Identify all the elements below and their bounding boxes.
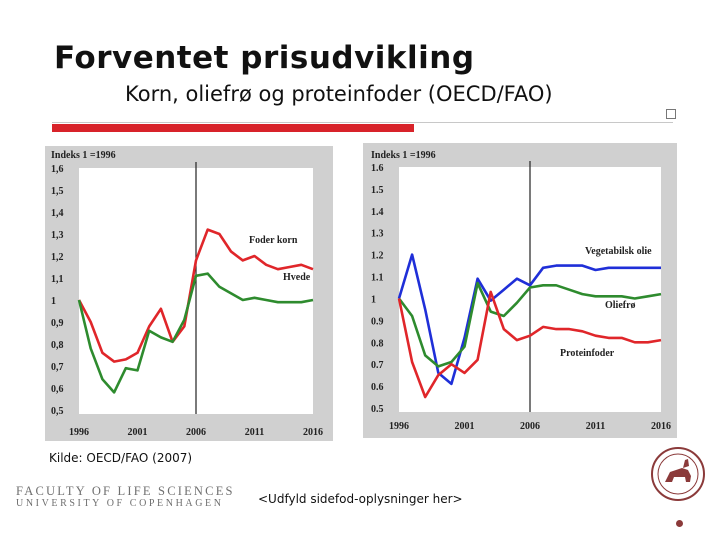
y-tick-label: 0,6	[51, 384, 64, 395]
y-tick-label: 1.4	[371, 207, 384, 218]
chart-right-svg: Indeks 1 =1996 1.6 1.5 1.4 1.3 1.2 1.1 1 0.9 0.8 0…	[363, 143, 677, 438]
y-tick-label: 1.5	[371, 185, 384, 196]
y-tick-label: 1,1	[51, 274, 64, 285]
y-tick-label: 0,8	[51, 340, 64, 351]
x-tick-label: 2016	[303, 427, 323, 438]
y-tick-label: 1,3	[51, 230, 64, 241]
faculty-wordmark: FACULTY OF LIFE SCIENCES UNIVERSITY OF C…	[16, 484, 235, 510]
series-line	[77, 228, 314, 363]
index-label: Indeks 1 =1996	[51, 150, 116, 161]
index-label: Indeks 1 =1996	[371, 150, 436, 161]
series-line	[397, 253, 661, 386]
series-label: Hvede	[283, 272, 311, 283]
y-tick-label: 1.3	[371, 229, 384, 240]
series-label: Vegetabilsk olie	[585, 246, 652, 257]
chart-left: Indeks 1 =1996 1,6 1,5 1,4 1,3 1,2 1,1 1 0,9 0,8 0…	[45, 146, 333, 441]
series-line	[397, 290, 662, 399]
source-note: Kilde: OECD/FAO (2007)	[49, 451, 193, 465]
y-tick-label: 1,4	[51, 208, 64, 219]
university-name: UNIVERSITY OF COPENHAGEN	[16, 498, 224, 509]
x-tick-label: 1996	[69, 427, 89, 438]
y-tick-label: 0.6	[371, 382, 384, 393]
series-line	[77, 272, 314, 394]
x-tick-label: 2006	[186, 427, 206, 438]
series-line	[397, 281, 662, 368]
series-label: Proteinfoder	[560, 348, 615, 359]
y-tick-label: 1.6	[371, 163, 384, 174]
x-tick-label: 2006	[520, 421, 540, 432]
y-tick-label: 0.9	[371, 316, 384, 327]
y-tick-label: 1.2	[371, 251, 384, 262]
x-tick-label: 2001	[128, 427, 148, 438]
faculty-name: FACULTY OF LIFE SCIENCES	[16, 484, 235, 498]
y-tick-label: 0,5	[51, 406, 64, 417]
title-divider	[52, 122, 673, 123]
y-tick-label: 0,9	[51, 318, 64, 329]
y-tick-label: 1,2	[51, 252, 64, 263]
y-tick-label: 1	[371, 294, 376, 305]
y-tick-label: 1	[51, 296, 56, 307]
y-tick-label: 1,6	[51, 164, 64, 175]
y-tick-label: 1,5	[51, 186, 64, 197]
y-tick-label: 0.7	[371, 360, 384, 371]
footer-dot	[676, 520, 683, 527]
y-tick-label: 0.8	[371, 338, 384, 349]
slide-subtitle: Korn, oliefrø og proteinfoder (OECD/FAO)	[125, 82, 553, 106]
y-tick-label: 0.5	[371, 404, 384, 415]
x-tick-label: 2011	[245, 427, 264, 438]
divider-end-marker	[666, 109, 676, 119]
slide-title: Forventet prisudvikling	[54, 40, 475, 76]
x-tick-label: 1996	[389, 421, 409, 432]
chart-right: Indeks 1 =1996 1.6 1.5 1.4 1.3 1.2 1.1 1 0.9 0.8 0…	[363, 143, 677, 438]
footer-placeholder: <Udfyld sidefod-oplysninger her>	[258, 492, 463, 506]
x-tick-label: 2001	[455, 421, 475, 432]
accent-bar	[52, 124, 414, 132]
university-seal-icon	[651, 447, 705, 501]
x-tick-label: 2016	[651, 421, 671, 432]
chart-left-svg: Indeks 1 =1996 1,6 1,5 1,4 1,3 1,2 1,1 1 0,9 0,8 0…	[45, 146, 333, 441]
y-tick-label: 1.1	[371, 273, 384, 284]
y-tick-label: 0,7	[51, 362, 64, 373]
series-label: Foder korn	[249, 235, 298, 246]
series-label: Oliefrø	[605, 300, 636, 311]
x-tick-label: 2011	[586, 421, 605, 432]
